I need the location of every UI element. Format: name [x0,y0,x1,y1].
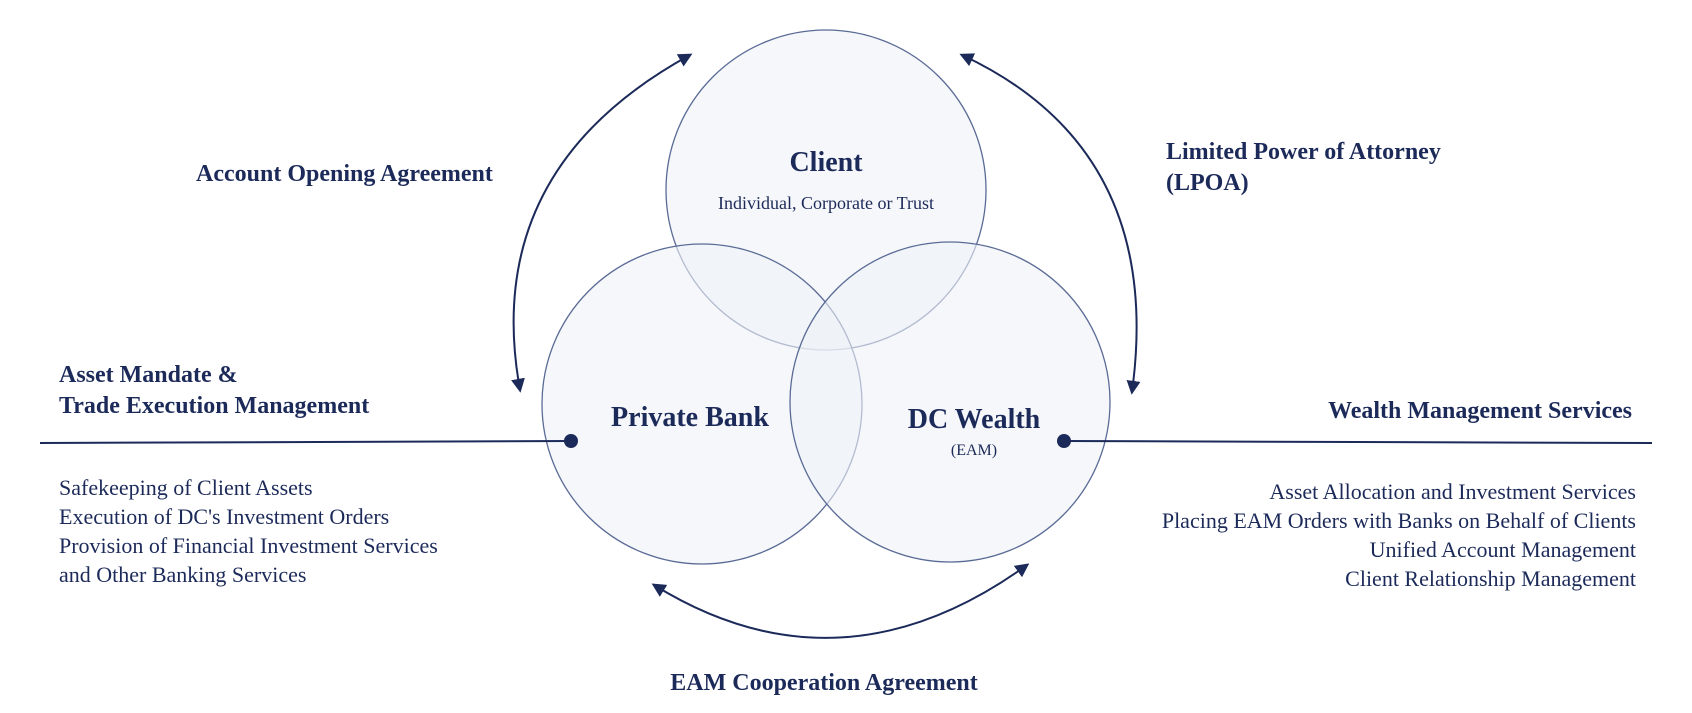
right-services-list: Asset Allocation and Investment Services… [1036,477,1636,593]
left-heading-line2: Trade Execution Management [59,393,370,419]
left-connector-line [39,440,572,444]
left-heading-line1: Asset Mandate & [59,362,238,388]
lpoa-label-line2: (LPOA) [1166,170,1249,196]
client-title: Client [789,147,863,178]
list-item: Client Relationship Management [1345,566,1636,591]
account-opening-agreement-label: Account Opening Agreement [196,161,493,187]
list-item: Safekeeping of Client Assets [59,475,313,500]
list-item: and Other Banking Services [59,562,307,587]
list-item: Provision of Financial Investment Servic… [59,533,438,558]
list-item: Placing EAM Orders with Banks on Behalf … [1161,508,1636,533]
dc-wealth-subtitle: (EAM) [950,442,998,459]
left-connector-dot [564,434,578,448]
eam-cooperation-agreement-label: EAM Cooperation Agreement [670,670,978,696]
account-opening-arrow [511,53,693,393]
right-connector-line [1063,440,1653,444]
list-item: Asset Allocation and Investment Services [1269,479,1636,504]
eam-cooperation-arrow [651,563,1030,639]
lpoa-arrow [959,53,1141,395]
private-bank-title: Private Bank [611,402,769,433]
dc-wealth-title: DC Wealth [907,404,1041,435]
left-services-list: Safekeeping of Client Assets Execution o… [59,473,438,589]
right-heading: Wealth Management Services [1328,398,1632,424]
client-subtitle: Individual, Corporate or Trust [718,193,934,213]
list-item: Execution of DC's Investment Orders [59,504,390,529]
right-connector-dot [1057,434,1071,448]
lpoa-label-line1: Limited Power of Attorney [1166,139,1441,165]
list-item: Unified Account Management [1369,537,1636,562]
